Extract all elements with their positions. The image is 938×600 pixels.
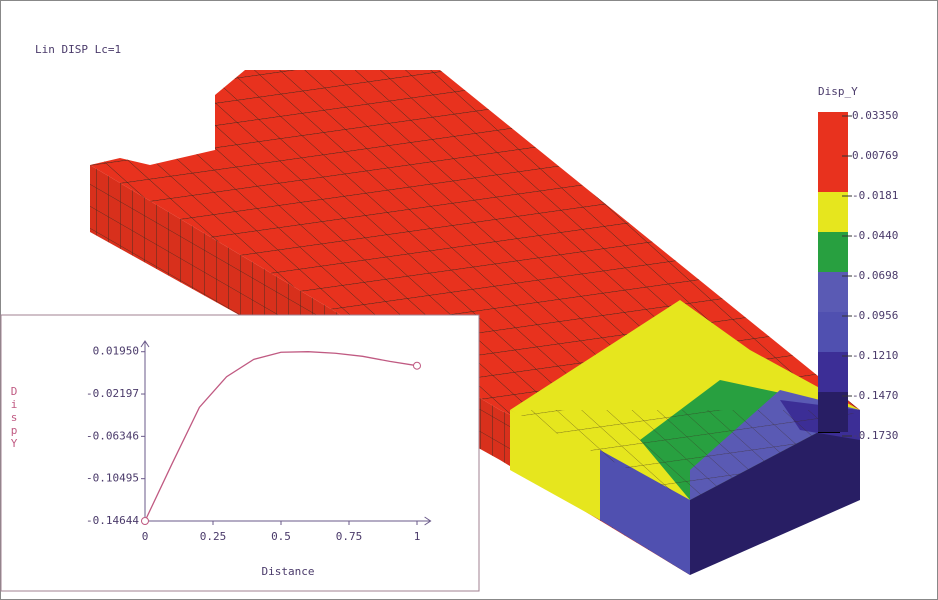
color-legend: 0.03350 0.00769 -0.0181 -0.0440 -0.0698 -0.09… — [818, 109, 898, 442]
end-marker — [414, 362, 421, 369]
end-marker — [142, 518, 149, 525]
y-tick-label: -0.06346 — [86, 429, 139, 442]
legend-band — [818, 392, 848, 432]
legend-label: -0.0956 — [852, 309, 898, 322]
legend-band — [818, 152, 848, 192]
legend-label: -0.1210 — [852, 349, 898, 362]
legend-label: 0.03350 — [852, 109, 898, 122]
legend-title: Disp_Y — [818, 85, 858, 98]
legend-band — [818, 192, 848, 232]
x-tick-label: 0.25 — [200, 530, 227, 543]
inset-panel — [1, 315, 479, 591]
legend-band — [818, 112, 848, 152]
y-tick-label: -0.10495 — [86, 472, 139, 485]
legend-label: -0.0698 — [852, 269, 898, 282]
legend-band — [818, 272, 848, 312]
legend-label: -0.0181 — [852, 189, 898, 202]
x-tick-label: 0 — [142, 530, 149, 543]
y-tick-label: 0.01950 — [93, 345, 139, 358]
y-axis-label: DispY — [8, 385, 21, 450]
x-tick-label: 0.5 — [271, 530, 291, 543]
view-title: Lin DISP Lc=1 — [35, 43, 121, 56]
x-axis-label: Distance — [262, 565, 315, 578]
legend-label: -0.1470 — [852, 389, 898, 402]
x-tick-label: 1 — [414, 530, 421, 543]
legend-band — [818, 352, 848, 392]
legend-label: 0.00769 — [852, 149, 898, 162]
screen: Lin DISP Lc=1 Disp_Y 0.03350 0.00769 -0.01… — [0, 0, 938, 600]
y-tick-label: -0.14644 — [86, 514, 139, 527]
legend-label: -0.0440 — [852, 229, 898, 242]
legend-label: -0.1730 — [852, 429, 898, 442]
legend-band — [818, 312, 848, 352]
legend-band — [818, 232, 848, 272]
y-tick-label: -0.02197 — [86, 387, 139, 400]
x-tick-label: 0.75 — [336, 530, 363, 543]
